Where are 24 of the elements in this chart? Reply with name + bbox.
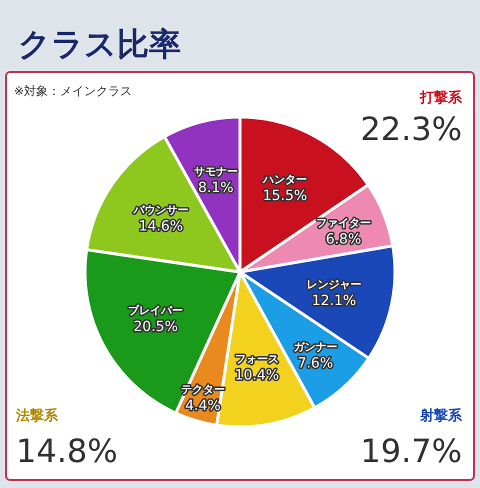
text: 19.7%	[360, 432, 462, 470]
slice-label: サモナー	[194, 164, 238, 178]
data-label: 6.8%	[326, 231, 362, 248]
slice-label: ファイター	[316, 216, 372, 230]
chart-title: クラス比率	[18, 25, 181, 63]
slice-label: ガンナー	[293, 340, 338, 354]
slice-label: フォース	[234, 352, 279, 366]
slice-label: バウンサー	[132, 203, 188, 216]
data-label: 10.4%	[234, 368, 280, 384]
text: 22.3%	[360, 110, 462, 148]
slice-label: レンジャー	[306, 278, 362, 292]
data-label: 7.6%	[298, 355, 334, 372]
data-label: 14.6%	[138, 218, 184, 234]
text: 打撃系	[419, 90, 463, 106]
data-label: 12.1%	[312, 293, 356, 310]
data-label: 15.5%	[262, 188, 308, 204]
text: 14.8%	[16, 432, 118, 470]
data-label: 20.5%	[133, 319, 178, 336]
chart-subtitle: ※対象：メインクラス	[14, 84, 132, 98]
slice-label: ブレイバー	[128, 304, 184, 318]
data-label: 8.1%	[198, 180, 234, 196]
text: 法撃系	[15, 408, 59, 424]
slice-label: ハンター	[262, 173, 307, 186]
text: 射撃系	[419, 408, 463, 424]
